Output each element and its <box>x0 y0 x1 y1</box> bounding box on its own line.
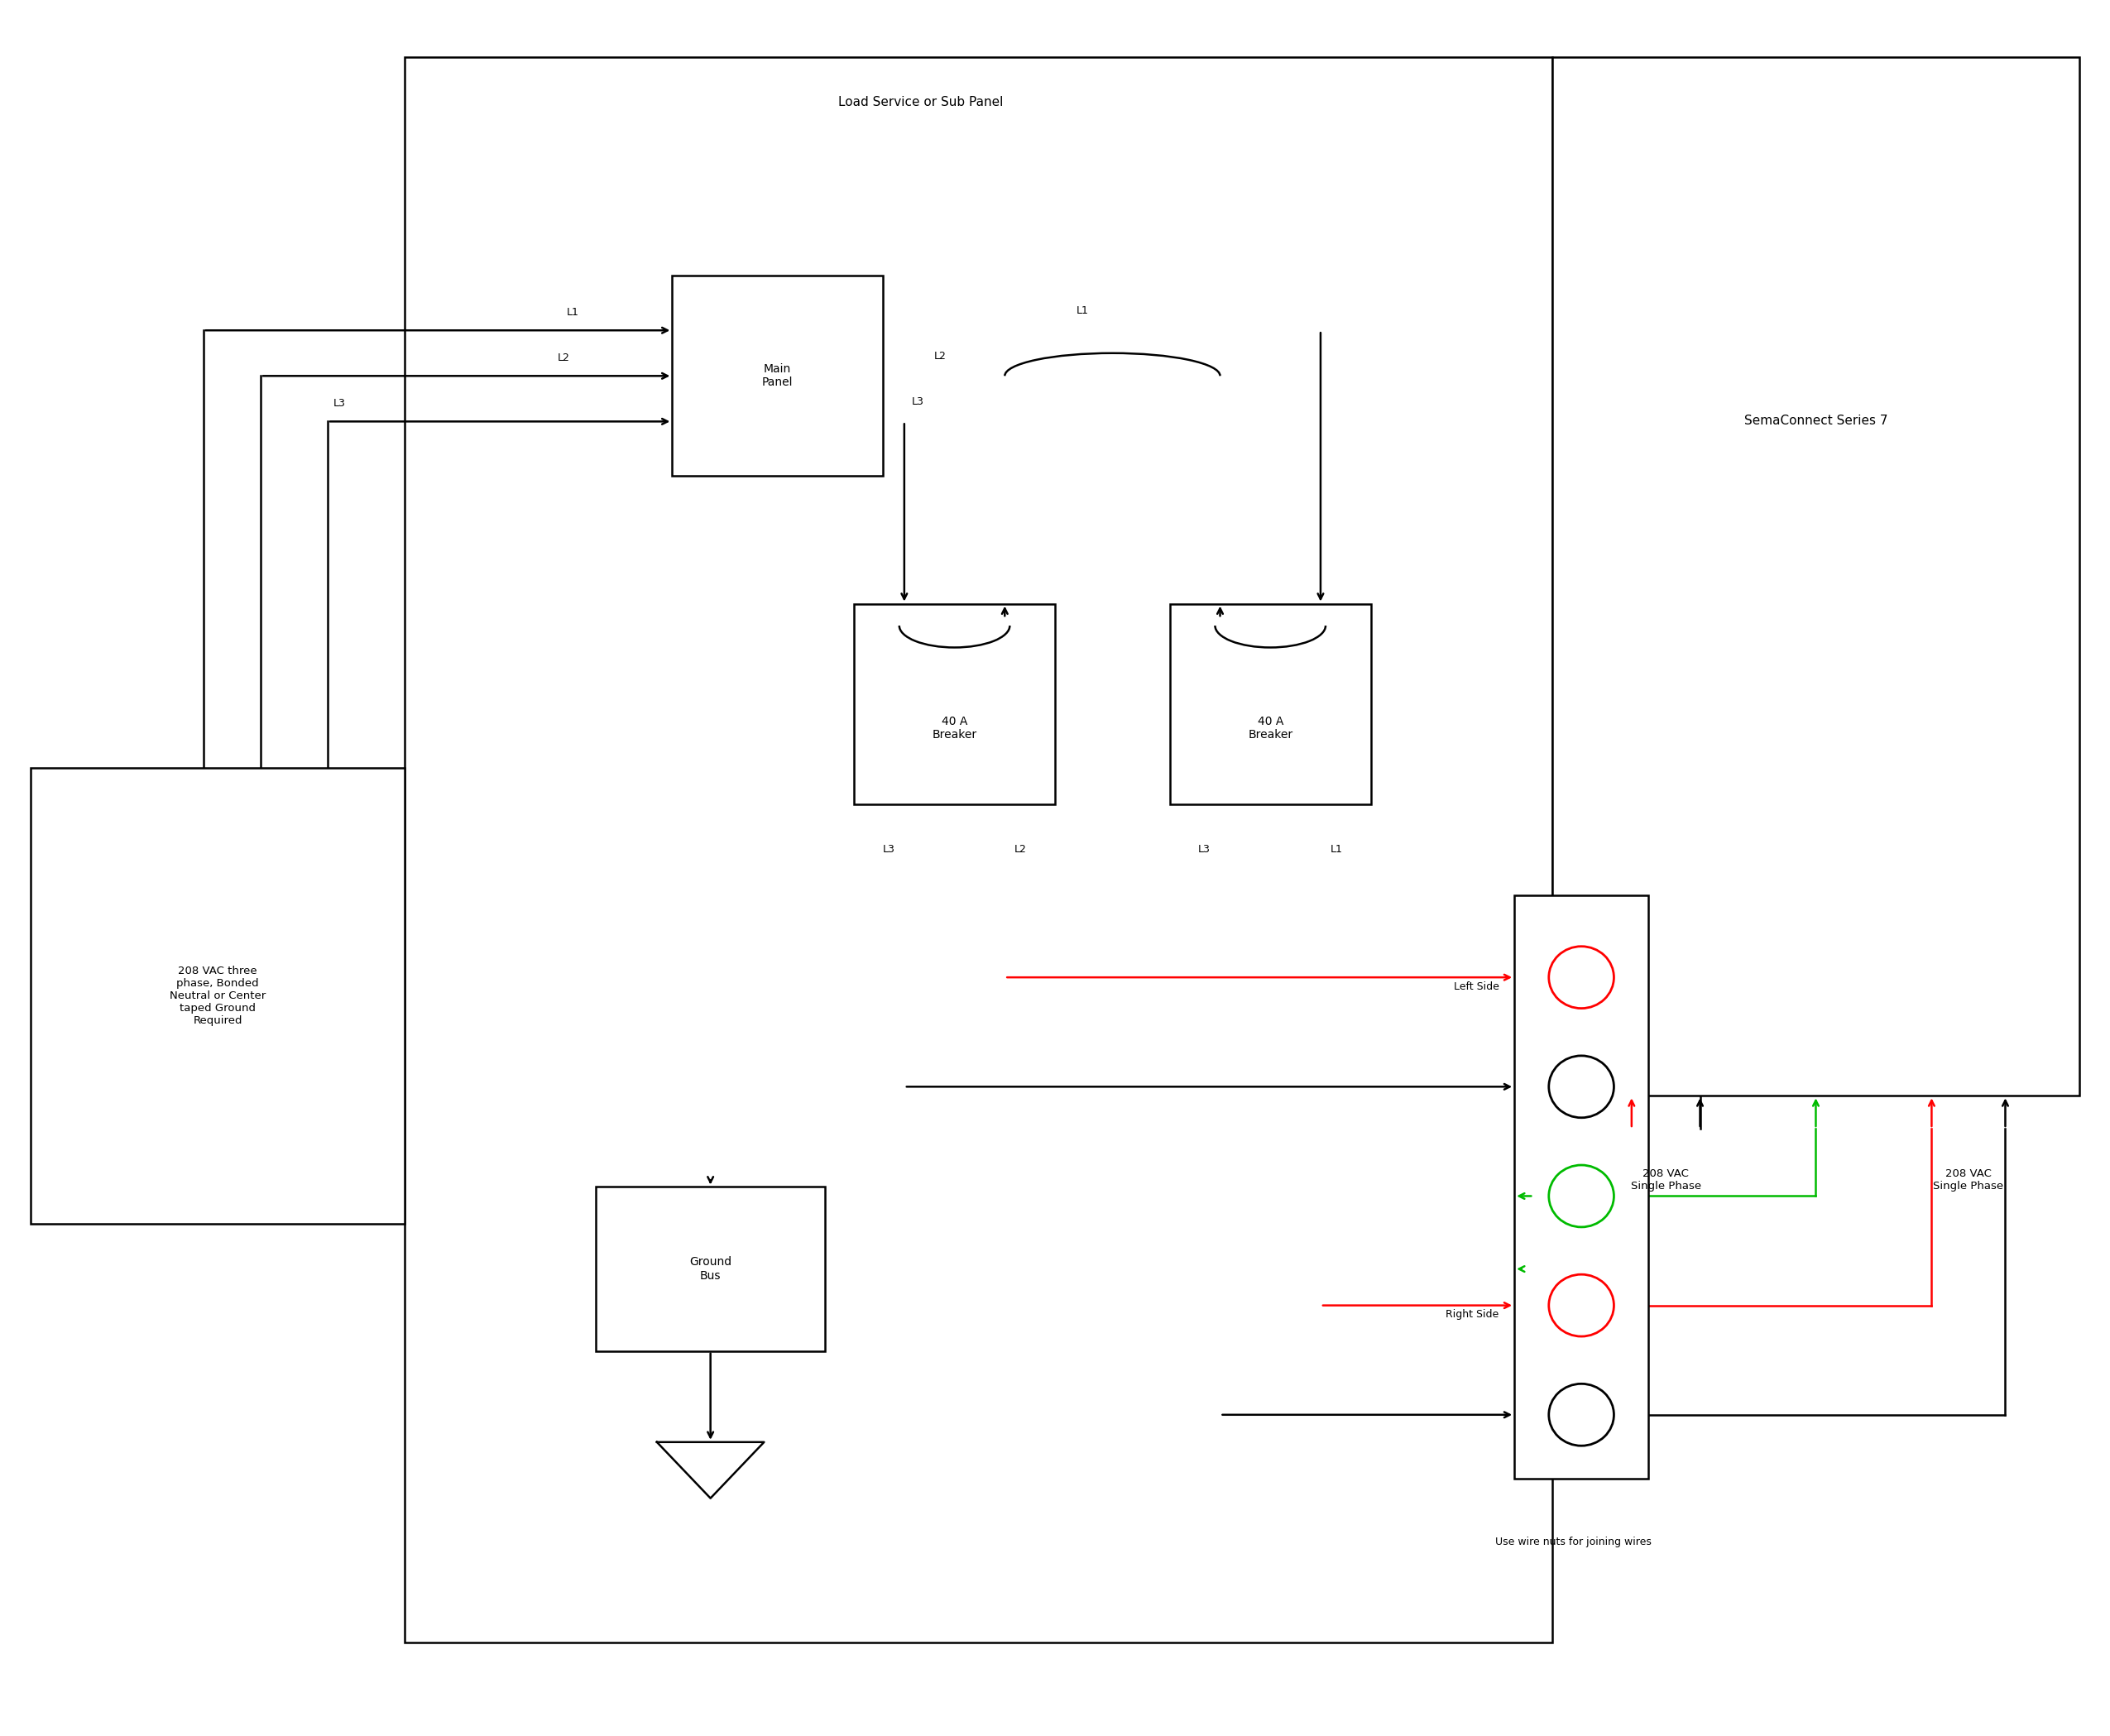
Text: L1: L1 <box>568 307 580 318</box>
Bar <box>1169 604 1372 804</box>
Text: 208 VAC
Single Phase: 208 VAC Single Phase <box>1933 1168 2004 1193</box>
Bar <box>673 276 882 476</box>
Text: L1: L1 <box>1076 306 1089 316</box>
Text: L3: L3 <box>882 844 895 856</box>
Text: SemaConnect Series 7: SemaConnect Series 7 <box>1745 415 1888 427</box>
Text: L2: L2 <box>557 352 570 363</box>
Text: L3: L3 <box>912 396 924 406</box>
Text: L1: L1 <box>1329 844 1342 856</box>
Text: L3: L3 <box>333 398 346 408</box>
Bar <box>595 1187 825 1351</box>
Text: 208 VAC three
phase, Bonded
Neutral or Center
taped Ground
Required: 208 VAC three phase, Bonded Neutral or C… <box>169 965 266 1026</box>
Text: Right Side: Right Side <box>1445 1309 1498 1319</box>
Text: L2: L2 <box>935 351 945 361</box>
Bar <box>32 767 405 1224</box>
Text: Use wire nuts for joining wires: Use wire nuts for joining wires <box>1496 1536 1652 1549</box>
Text: 208 VAC
Single Phase: 208 VAC Single Phase <box>1631 1168 1701 1193</box>
Text: Left Side: Left Side <box>1454 981 1498 991</box>
Text: Load Service or Sub Panel: Load Service or Sub Panel <box>838 95 1004 109</box>
Text: 40 A
Breaker: 40 A Breaker <box>1247 715 1293 741</box>
Bar <box>1553 57 2078 1095</box>
Text: L2: L2 <box>1015 844 1028 856</box>
Bar <box>405 57 1553 1642</box>
Bar <box>855 604 1055 804</box>
Text: 40 A
Breaker: 40 A Breaker <box>933 715 977 741</box>
Text: L3: L3 <box>1198 844 1211 856</box>
Text: Main
Panel: Main Panel <box>762 363 793 389</box>
Bar <box>1515 896 1648 1479</box>
Text: Ground
Bus: Ground Bus <box>690 1257 732 1281</box>
